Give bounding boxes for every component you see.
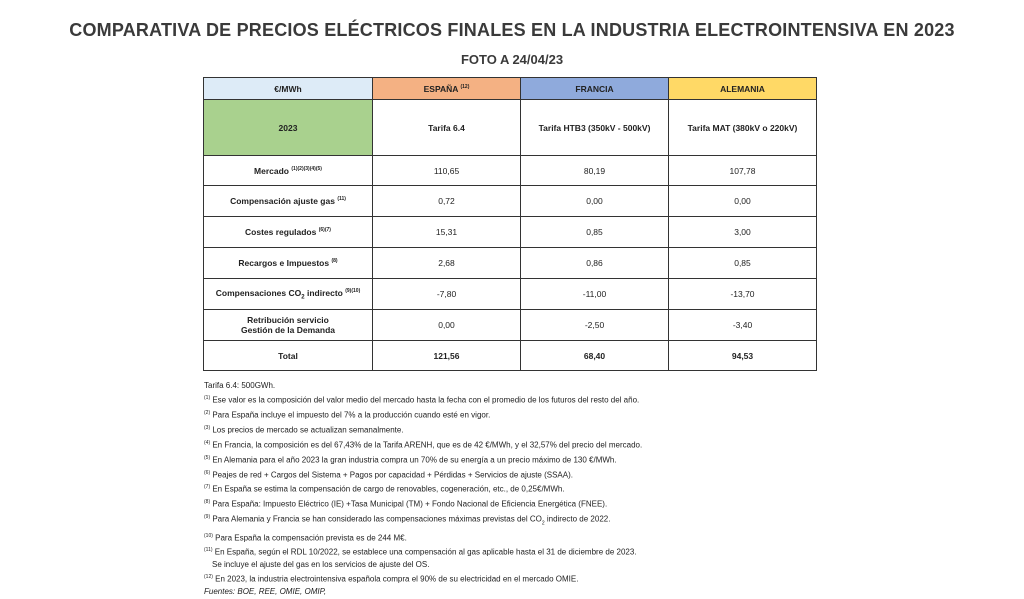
value-cell: 0,85: [668, 247, 817, 279]
table-row: Retribución servicio Gestión de la Demand…: [203, 309, 817, 341]
value-cell: 110,65: [372, 155, 521, 186]
value-cell: -2,50: [520, 309, 669, 341]
unit-header: €/MWh: [203, 77, 373, 100]
value-cell: -7,80: [372, 278, 521, 310]
row-label: Retribución servicio Gestión de la Demand…: [203, 309, 373, 341]
value-cell: -3,40: [668, 309, 817, 341]
country-header-spain: ESPAÑA (12): [372, 77, 521, 100]
value-cell: 0,00: [372, 309, 521, 341]
table-row: Mercado (1)(2)(3)(4)(5) 110,65 80,19 107…: [203, 155, 817, 186]
table-row: Compensación ajuste gas (11) 0,72 0,00 0…: [203, 185, 817, 217]
total-label: Total: [203, 340, 373, 371]
table-row: Compensaciones CO2 indirecto (9)(10) -7,…: [203, 278, 817, 310]
footnote: (2) Para España incluye el impuesto del …: [204, 410, 491, 420]
footnote: (8) Para España: Impuesto Eléctrico (IE)…: [204, 499, 608, 509]
row-label: Costes regulados (6)(7): [203, 216, 373, 248]
value-cell: 80,19: [520, 155, 669, 186]
table-row: Costes regulados (6)(7) 15,31 0,85 3,00: [203, 216, 817, 248]
footnote-continuation: Se incluye el ajuste del gas en los serv…: [212, 560, 430, 570]
row-label: Mercado (1)(2)(3)(4)(5): [203, 155, 373, 186]
table-row: Recargos e Impuestos (8) 2,68 0,86 0,85: [203, 247, 817, 279]
footnote: (11) En España, según el RDL 10/2022, se…: [204, 547, 637, 558]
footnote: (3) Los precios de mercado se actualizan…: [204, 424, 404, 435]
value-cell: 0,85: [520, 216, 669, 248]
value-cell: 15,31: [372, 216, 521, 248]
footnote: (10) Para España la compensación previst…: [204, 532, 407, 543]
footnote: (6) Peajes de red + Cargos del Sistema +…: [204, 469, 573, 480]
tariff-row: 2023 Tarifa 6.4 Tarifa HTB3 (350kV - 500…: [203, 99, 817, 156]
value-cell: 3,00: [668, 216, 817, 248]
country-header-germany: ALEMANIA: [668, 77, 817, 100]
value-cell: 0,86: [520, 247, 669, 279]
tariff-germany: Tarifa MAT (380kV o 220kV): [668, 99, 817, 156]
footnote: (5) En Alemania para el año 2023 la gran…: [204, 454, 617, 465]
header-row: €/MWh ESPAÑA (12) FRANCIA ALEMANIA: [203, 77, 817, 100]
page-title: COMPARATIVA DE PRECIOS ELÉCTRICOS FINALE…: [69, 20, 955, 40]
footnote: (1) Ese valor es la composición del valo…: [204, 395, 640, 405]
total-value: 121,56: [372, 340, 521, 371]
total-row: Total 121,56 68,40 94,53: [203, 340, 817, 371]
value-cell: 0,00: [520, 185, 669, 217]
value-cell: 107,78: [668, 155, 817, 186]
tariff-spain: Tarifa 6.4: [372, 99, 521, 156]
total-value: 68,40: [520, 340, 669, 371]
value-cell: 0,72: [372, 185, 521, 217]
tariff-note: Tarifa 6.4: 500GWh.: [204, 381, 276, 390]
price-comparison-table: €/MWh ESPAÑA (12) FRANCIA ALEMANIA 2023 …: [203, 77, 817, 371]
footnote: (12) En 2023, la industria electrointens…: [204, 574, 579, 585]
footnote: (4) En Francia, la composición es del 67…: [204, 439, 643, 450]
row-label: Recargos e Impuestos (8): [203, 247, 373, 279]
value-cell: 0,00: [668, 185, 817, 217]
value-cell: 2,68: [372, 247, 521, 279]
row-label: Compensación ajuste gas (11): [203, 185, 373, 217]
country-header-france: FRANCIA: [520, 77, 669, 100]
footnote: (7) En España se estima la compensación …: [204, 484, 565, 495]
year-cell: 2023: [203, 99, 373, 156]
sources: Fuentes: BOE, REE, OMIE, OMIP,: [204, 587, 327, 597]
footnotes: Tarifa 6.4: 500GWh. (1) Ese valor es la …: [204, 380, 824, 599]
value-cell: -13,70: [668, 278, 817, 310]
footnote: (9) Para Alemania y Francia se han consi…: [204, 514, 611, 527]
total-value: 94,53: [668, 340, 817, 371]
value-cell: -11,00: [520, 278, 669, 310]
tariff-france: Tarifa HTB3 (350kV - 500kV): [520, 99, 669, 156]
page-subtitle: FOTO A 24/04/23: [460, 52, 564, 67]
row-label: Compensaciones CO2 indirecto (9)(10): [203, 278, 373, 310]
